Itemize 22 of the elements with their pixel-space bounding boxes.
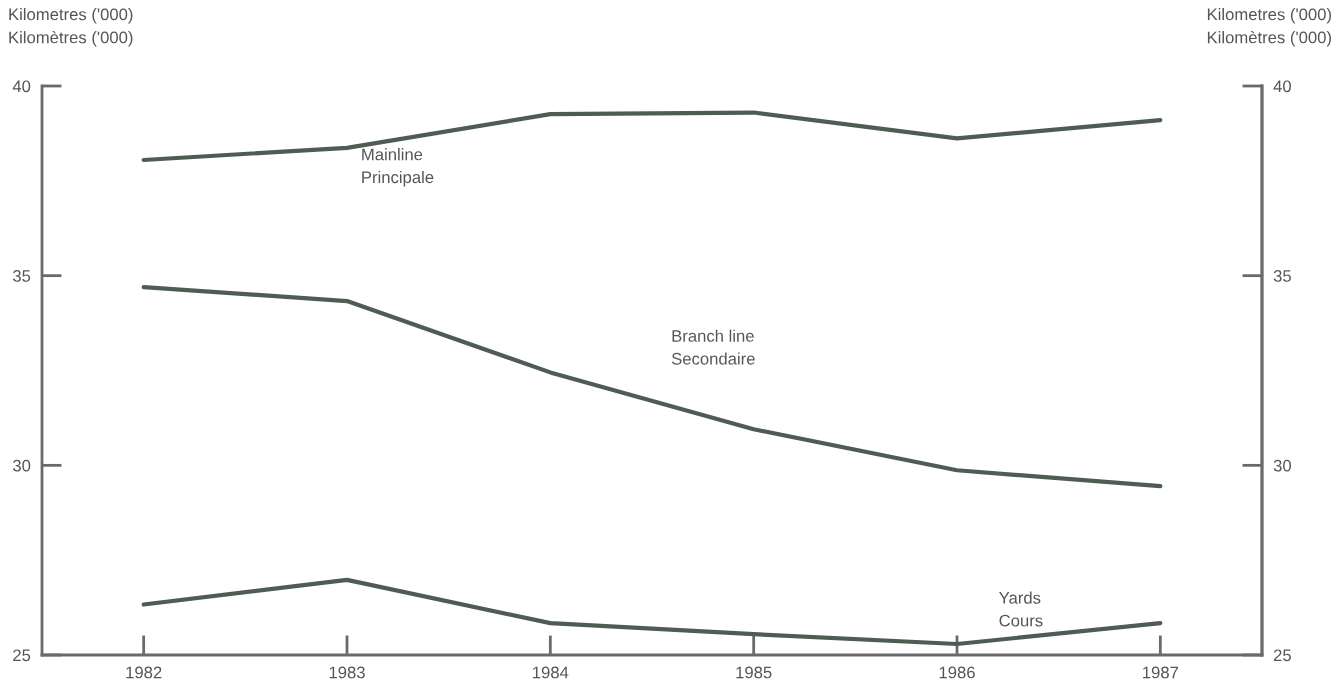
x-tick-label: 1987 [1143, 666, 1179, 679]
y-tick-label: 40 [12, 80, 31, 93]
x-tick-label: 1983 [329, 666, 365, 679]
line-series [141, 577, 1163, 647]
x-tick-label: 1984 [533, 666, 569, 679]
x-tick-label: 1982 [126, 666, 162, 679]
line-series [141, 284, 1163, 489]
y2-axis-title: Kilometres ('000) Kilomètres ('000) [1207, 8, 1331, 47]
y-tick-label: 35 [12, 270, 31, 282]
y2-tick-label: 35 [1273, 270, 1291, 282]
y-axis-title: Kilometres ('000) Kilomètres ('000) [9, 8, 133, 47]
line-series [141, 110, 1163, 163]
y2-tick-label: 25 [1273, 649, 1291, 662]
y2-tick-label: 40 [1273, 80, 1291, 93]
y-tick-label: 30 [12, 459, 31, 472]
x-tick-label: 1986 [939, 666, 975, 679]
y2-tick-label: 30 [1273, 459, 1291, 472]
y-tick-label: 25 [13, 649, 31, 662]
text: Branch line Secondaire [671, 329, 755, 365]
series-label: Yards Cours [999, 591, 1043, 627]
series-label: Mainline Principale [362, 148, 434, 187]
x-tick-label: 1985 [736, 666, 772, 679]
